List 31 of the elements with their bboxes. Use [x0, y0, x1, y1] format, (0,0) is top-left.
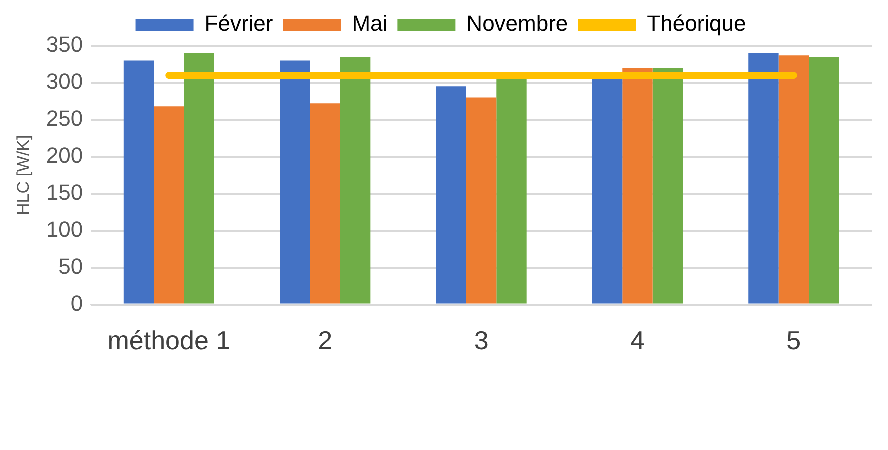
- x-tick-label: 3: [474, 326, 489, 356]
- bar: [280, 60, 310, 304]
- bar: [436, 86, 466, 304]
- bar: [778, 56, 810, 304]
- bar: [310, 104, 340, 304]
- y-tick-label: 100: [46, 216, 84, 242]
- bar: [652, 68, 684, 304]
- y-tick-label: 50: [58, 254, 84, 279]
- y-tick-label: 200: [46, 142, 84, 168]
- y-tick-label: 0: [70, 290, 84, 316]
- y-tick-label: 300: [46, 69, 84, 94]
- x-tick-label: méthode 1: [108, 326, 231, 356]
- bar: [184, 53, 214, 304]
- legend-label: Février: [204, 11, 274, 36]
- x-tick-label: 4: [630, 326, 645, 356]
- bar: [154, 106, 184, 304]
- x-tick-label: 2: [318, 326, 333, 356]
- legend-label: Mai: [352, 11, 388, 36]
- bar: [340, 57, 371, 304]
- bar: [466, 98, 497, 304]
- x-tick-label: 5: [786, 326, 802, 356]
- legend-label: Novembre: [466, 11, 568, 36]
- bar: [809, 57, 840, 304]
- y-tick-label: 150: [46, 180, 84, 205]
- bar: [748, 53, 779, 304]
- bar: [622, 68, 653, 304]
- y-axis-title: HLC [W/K]: [14, 135, 33, 216]
- bar: [124, 60, 154, 304]
- y-tick-label: 350: [46, 32, 84, 58]
- legend-label: Théorique: [647, 11, 746, 36]
- y-tick-label: 250: [46, 106, 84, 132]
